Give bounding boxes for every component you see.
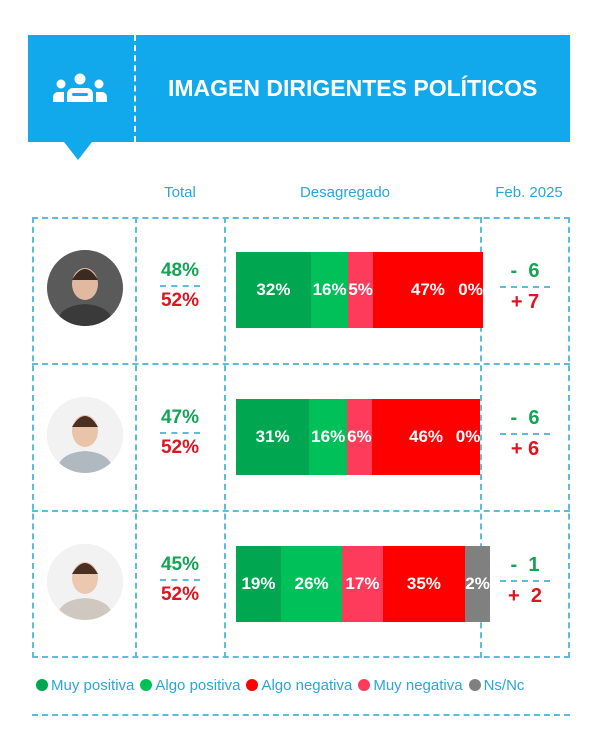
divider [32,363,570,365]
segment-label: 16% [311,427,346,446]
segment-label: 35% [406,574,441,593]
legend-item-algo-negativa: Algo negativa [246,677,352,694]
politician-avatar [47,544,123,620]
segment-label: 0% [455,427,481,446]
legend-dot-icon [468,679,481,691]
total-negative: 52% [160,437,200,458]
bar-segment-muy-positiva: 31% [236,399,310,475]
legend-dot-icon [36,679,48,691]
segment-label: 19% [241,574,276,593]
total-image: 47% 52% [150,407,210,459]
divider [480,217,482,658]
change-negative: + 2 [508,585,542,607]
legend-item-ns-nc: Ns/Nc [468,677,525,694]
total-positive: 45% [160,554,200,575]
segment-label: 16% [312,280,347,299]
legend-label: Ns/Nc [483,677,525,694]
bar-segment-algo-negativa: 47% [372,252,483,328]
legend-label: Muy positiva [51,677,135,694]
change-positive: - 1 [510,554,540,576]
divider [32,714,570,716]
change-positive: - 6 [510,407,540,429]
bar-segment-muy-negativa: 5% [348,252,373,328]
header-divider [134,35,136,142]
segment-label: 46% [409,427,444,446]
bar-segment-ns-nc: 2% [465,546,490,622]
segment-label: 17% [345,574,380,593]
bar-segment-algo-positiva: 16% [310,252,349,328]
total-positive: 48% [160,260,200,281]
change-vs-feb: - 1 + 2 [500,554,550,608]
legend-label: Muy negativa [373,677,463,694]
legend-item-muy-positiva: Muy positiva [36,677,134,694]
column-change: Feb. 2025 [495,184,563,201]
total-negative: 52% [160,290,200,311]
bar-segment-muy-negativa: 17% [342,546,383,622]
change-positive: - 6 [510,260,540,282]
bar-segment-algo-negativa: 35% [382,546,466,622]
change-vs-feb: - 6 + 6 [500,407,550,461]
legend-dot-icon [140,679,153,691]
header-banner: IMAGEN DIRIGENTES POLÍTICOS [28,35,570,160]
legend-label: Algo positiva [155,677,241,694]
people-group-icon [52,73,108,108]
segment-label: 47% [410,280,445,299]
bar-segment-muy-negativa: 6% [347,399,372,475]
total-positive: 47% [160,407,200,428]
politician-avatar [47,250,123,326]
legend-dot-icon [358,679,371,691]
segment-label: 32% [256,280,291,299]
column-breakdown: Desagregado [299,184,391,201]
change-vs-feb: - 6 + 7 [500,260,550,314]
legend-item-muy-negativa: Muy negativa [358,677,463,694]
legend-label: Algo negativa [261,677,353,694]
change-negative: + 6 [510,438,540,460]
segment-label: 26% [294,574,329,593]
segment-label: 2% [465,574,490,593]
breakdown-bar: 31% 16% 6% 46% 0% [236,399,481,475]
change-negative: + 7 [510,291,540,313]
column-total: Total [164,184,196,201]
segment-label: 6% [347,427,372,446]
total-negative: 52% [160,584,200,605]
header-pointer [64,142,92,160]
divider [32,510,570,512]
politician-avatar [47,397,123,473]
total-image: 45% 52% [150,554,210,606]
breakdown-bar: 32% 16% 5% 47% 0% [236,252,483,328]
divider [135,217,137,658]
breakdown-bar: 19% 26% 17% 35% 2% [236,546,490,622]
legend-dot-icon [246,679,259,691]
legend: Muy positiva Algo positiva Algo negativa Mu… [36,677,524,694]
page-title: IMAGEN DIRIGENTES POLÍTICOS [168,75,538,101]
divider [224,217,226,658]
table-grid [32,217,570,658]
total-image: 48% 52% [150,260,210,312]
bar-segment-algo-positiva: 26% [280,546,343,622]
segment-label: 31% [255,427,290,446]
segment-label: 5% [348,280,373,299]
legend-item-algo-positiva: Algo positiva [140,677,240,694]
bar-segment-muy-positiva: 32% [236,252,311,328]
segment-label: 0% [458,280,483,299]
bar-segment-algo-negativa: 46% [371,399,481,475]
bar-segment-muy-positiva: 19% [236,546,281,622]
bar-segment-algo-positiva: 16% [309,399,348,475]
